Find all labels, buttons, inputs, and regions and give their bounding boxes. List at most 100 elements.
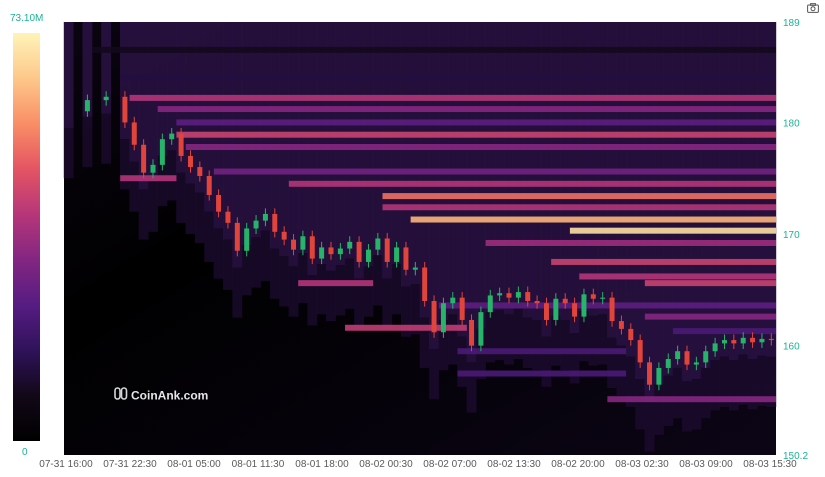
x-tick-label: 07-31 16:00 (39, 459, 93, 470)
candle (750, 337, 756, 343)
candle (309, 236, 315, 259)
candle (478, 312, 484, 346)
candle (703, 351, 709, 363)
liquidity-band (382, 193, 776, 200)
liquidity-band (672, 328, 776, 335)
liquidity-band (438, 302, 776, 309)
liquidity-band (185, 143, 776, 150)
colorbar (13, 33, 40, 441)
candle (656, 367, 662, 385)
candle (712, 343, 718, 352)
candle (684, 351, 690, 365)
candle (572, 303, 578, 317)
candle (628, 328, 634, 341)
candle (244, 228, 250, 251)
candle (543, 303, 549, 320)
candle (515, 292, 521, 298)
colorbar-max-label: 73.10M (10, 13, 44, 24)
candle (403, 247, 409, 270)
candle (721, 340, 727, 344)
liquidity-band (176, 131, 777, 138)
candle (150, 164, 156, 173)
y-tick-label: 170 (783, 230, 800, 241)
x-tick-label: 08-01 11:30 (232, 459, 285, 470)
camera-icon[interactable] (807, 3, 819, 13)
candle (131, 122, 137, 145)
liquidity-band (129, 94, 776, 101)
watermark-text: CoinAnk.com (131, 389, 208, 403)
candle (431, 300, 437, 333)
candle (206, 176, 212, 195)
candle (262, 213, 268, 221)
x-tick-label: 08-01 05:00 (167, 459, 221, 470)
candle (609, 297, 615, 322)
candle (187, 155, 193, 168)
candle (103, 96, 109, 101)
x-tick-label: 08-03 15:30 (743, 459, 797, 470)
candle (768, 338, 774, 341)
candle (169, 133, 175, 140)
x-tick-label: 08-01 18:00 (295, 459, 349, 470)
candle (328, 247, 334, 255)
liquidity-band (457, 348, 627, 355)
candle (675, 351, 681, 360)
x-tick-label: 08-02 13:30 (487, 459, 541, 470)
candle (440, 303, 446, 333)
candle (122, 96, 128, 123)
liquidity-band (644, 280, 776, 287)
candle (731, 340, 737, 344)
candle (356, 241, 362, 262)
candle (487, 295, 493, 313)
liquidity-band (298, 280, 374, 287)
candle (637, 340, 643, 363)
candle (459, 297, 465, 320)
y-tick-label: 189 (783, 18, 800, 29)
candle (469, 319, 475, 346)
candle (618, 321, 624, 329)
liquidity-band (288, 180, 776, 187)
candle (525, 292, 531, 301)
candle (740, 337, 746, 344)
candle (337, 248, 343, 255)
x-tick-label: 08-02 07:00 (423, 459, 477, 470)
candle (159, 139, 165, 165)
candle (216, 194, 222, 212)
candle (693, 362, 699, 365)
x-tick-label: 08-03 02:30 (615, 459, 669, 470)
liquidity-band (485, 239, 776, 246)
candle (347, 241, 353, 249)
coinank-logo-icon (114, 387, 128, 400)
x-tick-label: 08-02 00:30 (359, 459, 413, 470)
candle (600, 297, 606, 299)
liquidity-band (579, 273, 776, 280)
liquidity-band (213, 168, 777, 175)
x-tick-label: 08-03 09:00 (679, 459, 733, 470)
liquidity-haze (63, 22, 777, 452)
candle (375, 238, 381, 250)
candle (759, 338, 765, 343)
liquidity-band (157, 106, 776, 113)
candle (141, 144, 147, 173)
liquidity-band (120, 175, 177, 182)
candle (365, 249, 371, 262)
liquidity-band (410, 216, 776, 223)
candle (225, 211, 231, 223)
candle (534, 300, 540, 304)
candle (234, 222, 240, 251)
candle (394, 247, 400, 262)
watermark: CoinAnk.com (114, 387, 208, 403)
y-tick-label: 150.2 (783, 451, 808, 462)
colorbar-min-label: 0 (22, 447, 28, 458)
liquidity-band (345, 324, 467, 331)
candle (253, 220, 259, 229)
candle (412, 267, 418, 270)
candle (291, 239, 297, 250)
liquidity-band (382, 204, 776, 211)
liquidity-band (176, 119, 777, 126)
candle (450, 297, 456, 304)
candle (562, 298, 568, 304)
candle (300, 236, 306, 250)
candle (272, 213, 278, 232)
candle (581, 294, 587, 317)
